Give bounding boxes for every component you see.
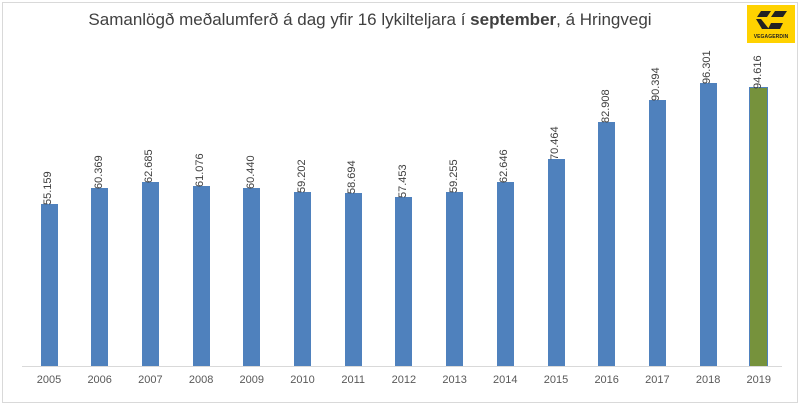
chart-title: Samanlögð meðalumferð á dag yfir 16 lyki…: [0, 10, 740, 30]
bar-2012: [395, 197, 413, 366]
x-tick-label: 2016: [594, 374, 619, 386]
bar-value-label: 57.453: [396, 164, 409, 198]
x-tick-label: 2013: [442, 374, 467, 386]
x-tick-label: 2018: [695, 374, 721, 386]
bar-value-label: 55.159: [42, 171, 54, 205]
bar-2005: [40, 204, 58, 366]
x-tick-label: 2011: [341, 374, 366, 386]
x-tick-label: 2010: [290, 374, 315, 386]
x-tick-label: 2017: [645, 374, 670, 386]
bar-value-label: 90.394: [650, 67, 663, 101]
plot-area: 55.159 60.369 62.685 61.076 60.440 59.202 58.6…: [22, 50, 782, 367]
x-tick-label: 2015: [543, 374, 569, 386]
bar-2011: [344, 193, 362, 366]
x-tick-label: 2006: [87, 374, 112, 386]
bar-value-label: 58.694: [346, 160, 359, 194]
bar-value-label: 59.255: [447, 159, 460, 193]
bar-2019: [749, 87, 769, 367]
bar-value-label: 62.685: [143, 149, 156, 183]
x-tick-label: 2014: [493, 374, 518, 386]
bar-value-label: 60.369: [92, 155, 105, 189]
x-tick-label: 2005: [36, 374, 62, 386]
bar-value-label: 96.301: [701, 50, 714, 84]
bar-2010: [294, 192, 311, 366]
title-part-1: Samanlögð meðalumferð á dag yfir 16 lyki…: [88, 10, 471, 29]
bar-2009: [243, 188, 261, 366]
bar-value-label: 59.202: [295, 159, 308, 193]
bar-2018: [699, 83, 717, 366]
bar-value-label: 62.646: [498, 149, 511, 183]
title-part-bold: september: [470, 10, 557, 29]
bar-value-label: 60.440: [244, 155, 257, 189]
bar-value-label: 82.908: [599, 89, 612, 123]
vegagerdin-logo: VEGAGERDIN: [747, 5, 795, 43]
x-tick-label: 2008: [188, 374, 214, 386]
title-part-3: , á Hringvegi: [556, 10, 652, 29]
x-tick-label: 2012: [391, 374, 417, 386]
bar-value-label: 70.464: [549, 126, 561, 160]
bar-2006: [91, 188, 109, 366]
x-tick-label: 2007: [138, 374, 163, 386]
bar-2007: [141, 182, 159, 366]
x-tick-label: 2009: [239, 374, 265, 386]
bar-2013: [446, 192, 464, 366]
road-logo-icon: [756, 11, 787, 29]
bar-value-label: 94.616: [751, 55, 764, 89]
x-axis-line: [22, 366, 782, 367]
bar-2016: [598, 122, 616, 366]
bar-2014: [496, 182, 514, 366]
bar-2008: [192, 186, 210, 366]
bar-2015: [547, 159, 565, 366]
x-tick-label: 2019: [746, 374, 772, 386]
bar-2017: [648, 100, 666, 366]
logo-text: VEGAGERDIN: [753, 34, 789, 40]
bar-value-label: 61.076: [194, 153, 207, 187]
